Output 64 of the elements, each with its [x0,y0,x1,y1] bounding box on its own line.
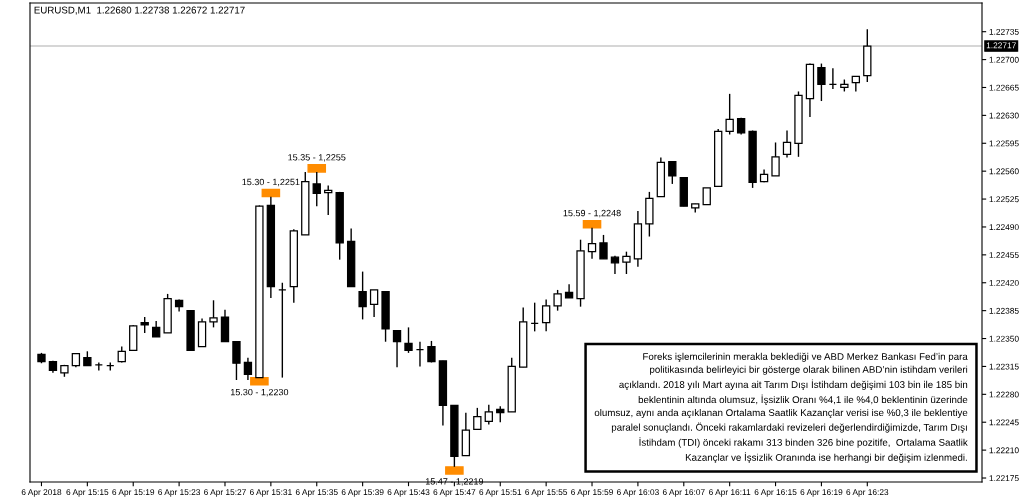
x-tick-label: 6 Apr 15:15 [66,489,109,497]
x-tick-label: 6 Apr 16:03 [617,489,659,497]
candlestick [358,270,367,321]
candlestick [817,62,826,102]
y-tick-label: 1.22455 [989,252,1019,258]
x-tick-label: 6 Apr 15:51 [479,489,522,497]
x-tick-label: 6 Apr 15:47 [433,489,476,497]
candlestick [622,250,631,275]
candlestick [232,341,241,381]
candlestick [243,356,253,381]
y-tick-label: 1.22560 [989,168,1019,175]
y-tick-label: 1.22525 [989,196,1019,203]
y-tick-label: 1.22420 [989,279,1019,286]
candlestick [369,289,379,318]
annotation: 15.59 - 1,2248 [563,209,621,218]
candlestick [668,160,677,185]
candlestick [312,171,321,207]
candlestick [553,289,562,312]
x-tick-label: 6 Apr 15:55 [525,489,568,497]
x-tick-label: 6 Apr 15:59 [571,489,613,497]
x-tick-label: 6 Apr 15:39 [341,489,384,497]
x-tick-label: 6 Apr 15:35 [295,489,338,497]
candlestick [209,299,218,329]
y-tick-label: 1.22210 [989,447,1019,454]
y-tick-label: 1.22280 [989,391,1019,398]
y-tick-label: 1.22630 [989,112,1019,119]
x-tick-label: 6 Apr 15:27 [204,489,246,497]
candlestick [473,407,482,431]
x-tick-label: 6 Apr 15:31 [249,489,292,497]
y-tick-label: 1.22735 [989,28,1019,35]
y-tick-label: 1.22490 [989,224,1019,231]
y-tick-label: 1.22595 [989,140,1019,147]
x-tick-label: 6 Apr 2018 [21,489,62,497]
x-tick-label: 6 Apr 16:11 [709,489,751,497]
x-tick-label: 6 Apr 15:23 [158,489,201,497]
x-tick-label: 6 Apr 16:15 [754,489,797,497]
chart-title: EURUSD,M1 1.22680 1.22738 1.22672 1.22717 [34,6,245,15]
y-tick-label: 1.22315 [989,363,1019,370]
candlestick [771,141,780,177]
candlestick [404,326,413,354]
candlestick [599,234,608,260]
candlestick [587,227,597,260]
candlestick [392,329,402,368]
y-tick-label: 1.22700 [989,56,1019,63]
x-tick-label: 6 Apr 16:07 [662,489,705,497]
x-tick-label: 6 Apr 15:19 [112,489,155,497]
candlestick [484,403,493,426]
candlestick [541,298,551,333]
y-tick-label: 1.22350 [989,335,1019,342]
y-tick-label: 1.22385 [989,307,1019,314]
y-tick-label: 1.22175 [989,475,1019,482]
x-tick-label: 6 Apr 16:19 [800,489,843,497]
annotation: 15.47 - 1,2219 [425,478,484,486]
annotation: 15.30 - 1,2251 [242,178,300,187]
y-tick-label: 1.22665 [989,84,1019,91]
annotation: 15.30 - 1,2230 [230,388,289,397]
annotation: Foreks işlemcilerinin merakla beklediği ve ABD Merkez Bankası Fed’in para politikasında belirleyici bir gösterge olarak bilinen ABD’nin istihdam verileri açıklandı. 2018 yılı Mart ayına ait Tarım Dışı İstihdam değişimi 103 bin ile 185 bin beklentinin altında olumsuz, İşsizlik Oranı %4,1 ile %4,0 beklentinin üzerinde olumsuz, aynı anda açıklanan Ortalama Saatlik Kazançlar verisi ise %0,3 ile beklentiye paralel sonuçlandı. Önceki rakamlardaki revizeleri değerlendirdiğimizde, Tarım Dışı İstihdam (TDI) önceki rakamı 313 binden 326 bine pozitife, Ortalama Saatlik Kazançlar ve İşsizlik Oranında ise herhangi bir değişim izlenmedi. [594,352,968,463]
annotation: 15.35 - 1,2255 [288,154,346,162]
x-tick-label: 6 Apr 16:23 [846,489,889,497]
candlestick [782,129,792,159]
candlestick [725,93,734,136]
ref-line-label: 1.22717 [986,42,1016,49]
y-tick-label: 1.22245 [989,419,1019,426]
x-tick-label: 6 Apr 15:43 [387,489,430,497]
